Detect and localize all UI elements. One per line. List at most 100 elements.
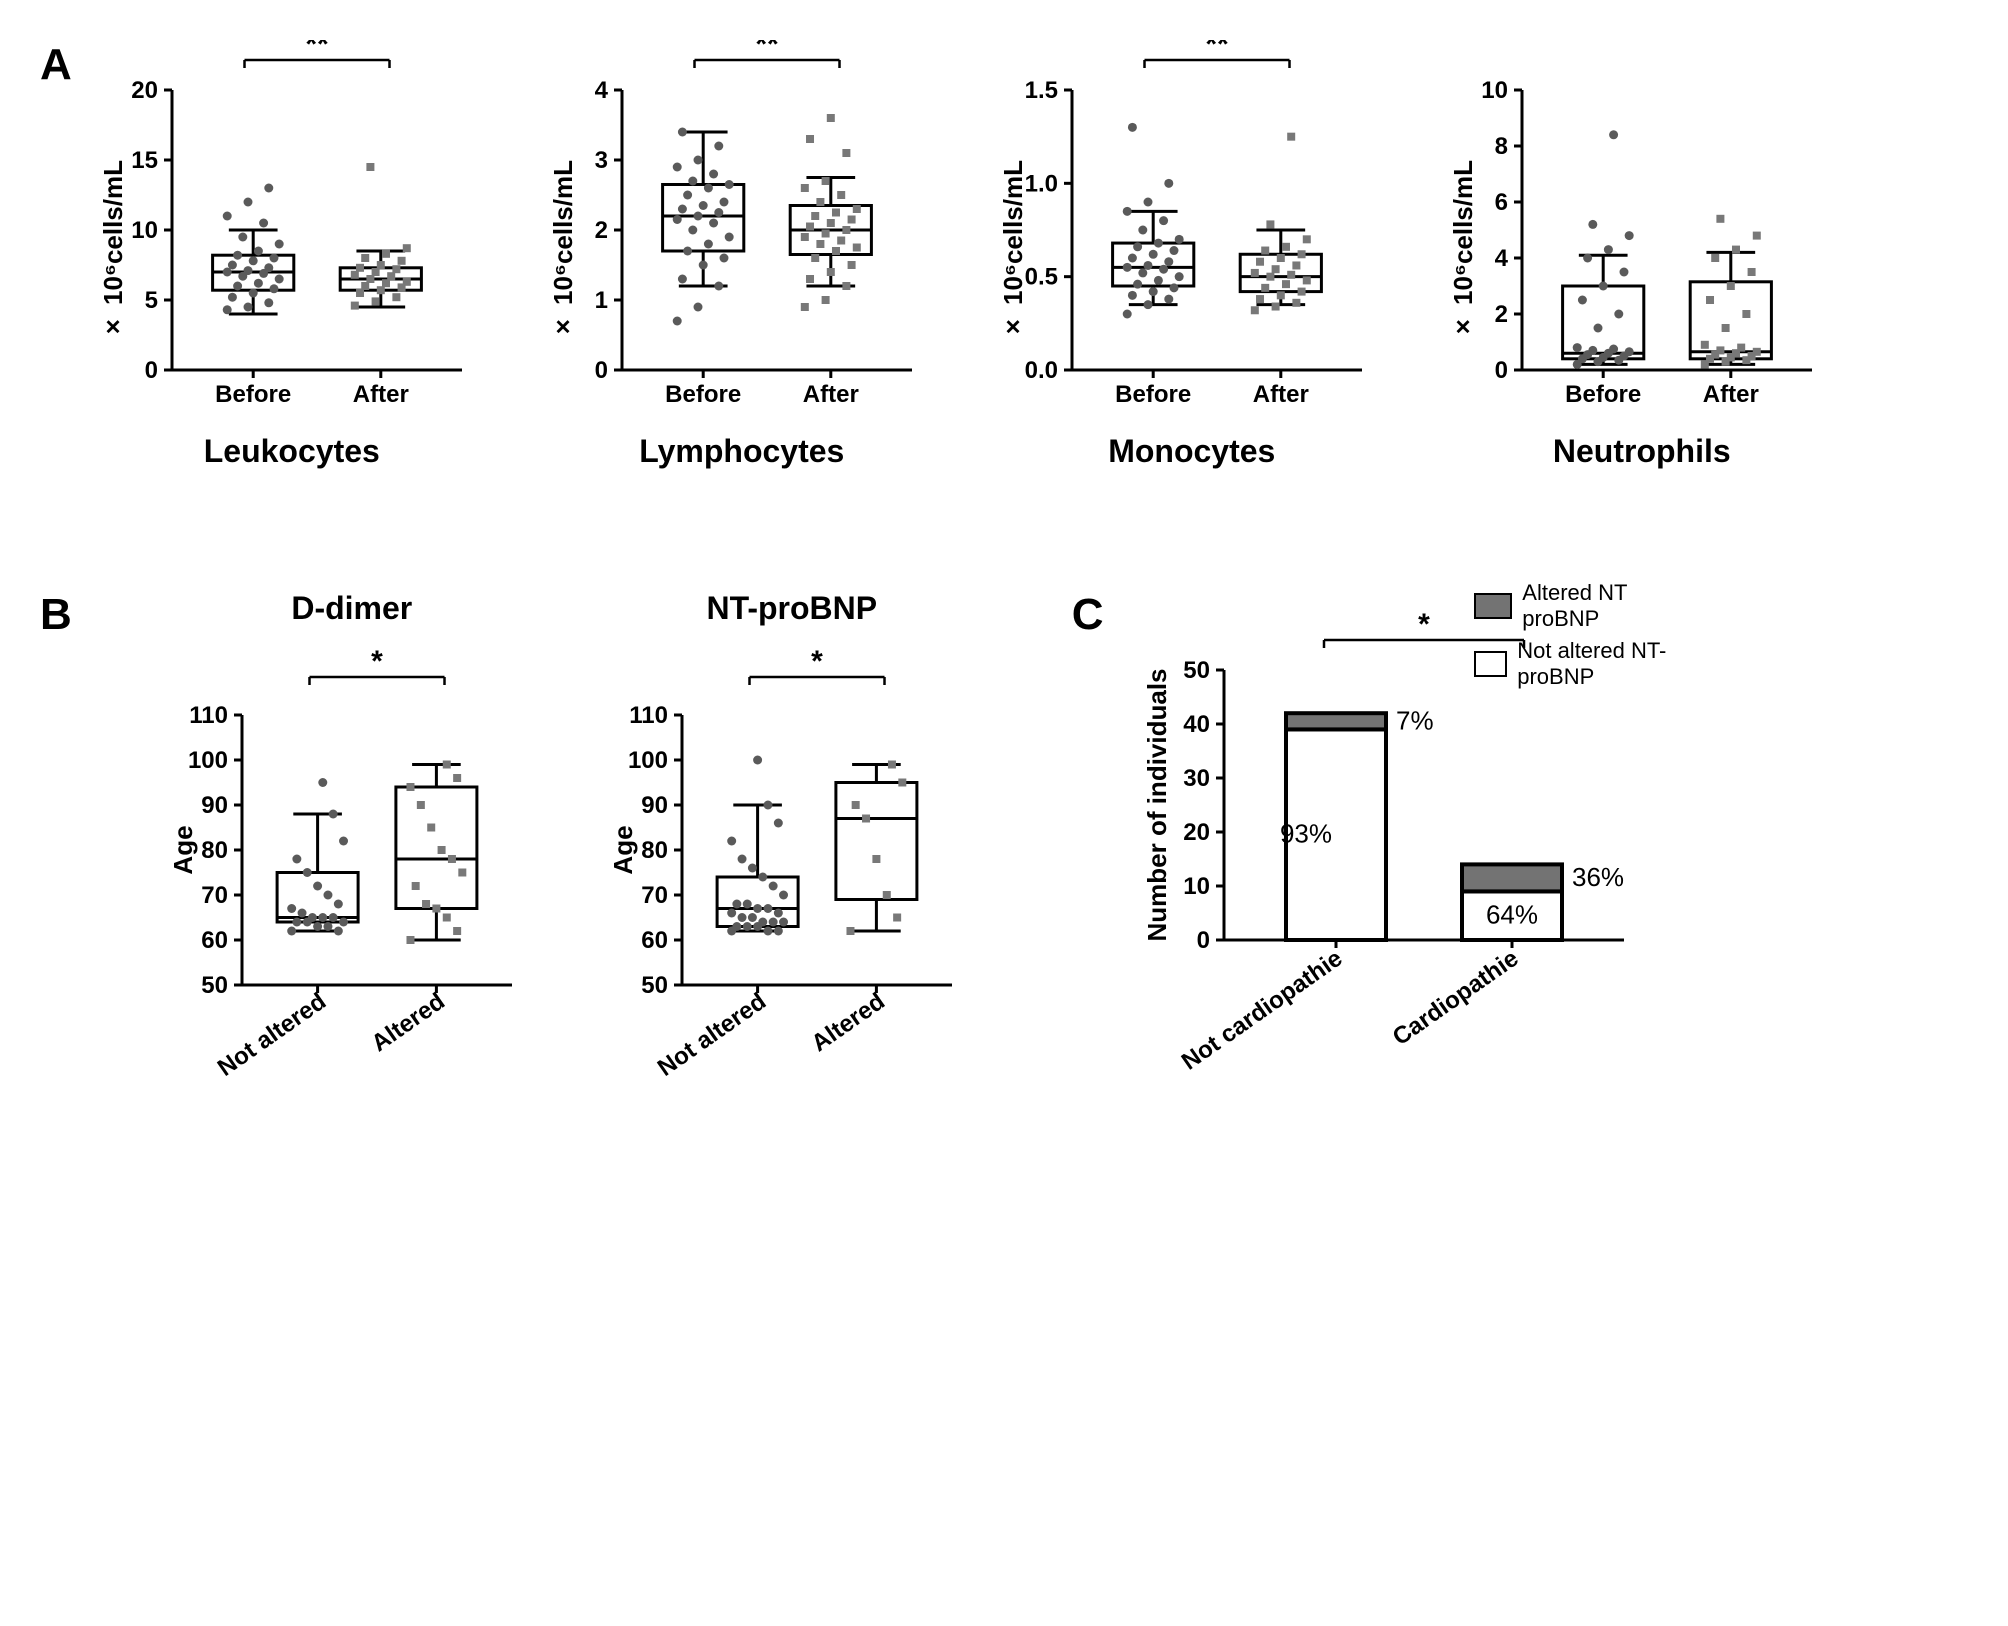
chart-title: Neutrophils xyxy=(1452,433,1832,470)
svg-text:15: 15 xyxy=(131,147,158,174)
boxplot-monocytes: × 10⁶cells/mL**0.00.51.01.5BeforeAfterMo… xyxy=(1002,40,1382,470)
svg-text:110: 110 xyxy=(629,702,668,729)
panel-label-b: B xyxy=(40,590,72,640)
svg-text:Before: Before xyxy=(1115,381,1191,408)
svg-text:36%: 36% xyxy=(1572,862,1624,892)
svg-text:0: 0 xyxy=(1196,927,1209,954)
legend-item-altered: Altered NT proBNP xyxy=(1474,580,1704,632)
svg-text:4: 4 xyxy=(1494,245,1508,272)
svg-text:40: 40 xyxy=(1183,711,1210,738)
svg-text:Before: Before xyxy=(215,381,291,408)
svg-text:Age: Age xyxy=(612,825,638,874)
svg-text:70: 70 xyxy=(641,882,668,909)
panel-c-chart: Altered NT proBNPNot altered NT-proBNP*0… xyxy=(1144,590,1704,1095)
legend: Altered NT proBNP Not altered NT-proBNP xyxy=(1474,580,1704,690)
panel-label-c: C xyxy=(1072,590,1104,640)
svg-text:Cardiopathie: Cardiopathie xyxy=(1387,945,1523,1051)
svg-text:60: 60 xyxy=(641,927,668,954)
svg-text:0.5: 0.5 xyxy=(1024,264,1057,291)
svg-text:*: * xyxy=(1418,608,1430,641)
svg-text:Altered: Altered xyxy=(806,988,889,1058)
stacked-bar-chart: Altered NT proBNPNot altered NT-proBNP*0… xyxy=(1144,590,1704,1095)
ylabel: × 10⁶cells/mL xyxy=(98,160,129,342)
boxplot-lymphocytes: × 10⁶cells/mL**01234BeforeAfterLymphocyt… xyxy=(552,40,932,470)
panel-b-charts: D-dimer * 50 60 70 80 90 100 110 Not altered Alter… xyxy=(172,590,972,1120)
svg-text:10: 10 xyxy=(1183,873,1210,900)
svg-text:5: 5 xyxy=(144,287,157,314)
svg-text:7%: 7% xyxy=(1396,705,1434,735)
boxplot-neutrophils: × 10⁶cells/mL0246810BeforeAfterNeutrophi… xyxy=(1452,40,1832,470)
svg-text:100: 100 xyxy=(188,747,228,774)
svg-text:After: After xyxy=(353,381,409,408)
svg-text:90: 90 xyxy=(641,792,668,819)
svg-text:110: 110 xyxy=(189,702,228,729)
svg-text:Before: Before xyxy=(665,381,741,408)
chart-title: NT-proBNP xyxy=(612,590,972,627)
svg-text:80: 80 xyxy=(641,837,668,864)
svg-text:Not cardiopathie: Not cardiopathie xyxy=(1176,945,1347,1076)
figure-root: A × 10⁶cells/mL**05101520BeforeAfterLeuk… xyxy=(40,40,1968,1120)
svg-text:64%: 64% xyxy=(1486,900,1538,930)
svg-text:After: After xyxy=(1253,381,1309,408)
svg-text:Age: Age xyxy=(172,825,198,874)
svg-text:50: 50 xyxy=(201,972,228,999)
svg-text:2: 2 xyxy=(594,217,607,244)
row-bc: B D-dimer*5060708090100110Not alteredAlt… xyxy=(40,590,1968,1120)
svg-text:6: 6 xyxy=(1494,189,1507,216)
svg-text:**: ** xyxy=(1205,40,1229,61)
legend-swatch-not-altered xyxy=(1474,651,1508,677)
svg-text:90: 90 xyxy=(201,792,228,819)
legend-label: Not altered NT-proBNP xyxy=(1517,638,1703,690)
legend-swatch-altered xyxy=(1474,593,1513,619)
svg-text:50: 50 xyxy=(641,972,668,999)
svg-text:20: 20 xyxy=(131,77,158,104)
row-a: A × 10⁶cells/mL**05101520BeforeAfterLeuk… xyxy=(40,40,1968,470)
svg-text:100: 100 xyxy=(628,747,668,774)
svg-text:After: After xyxy=(1703,381,1759,408)
svg-text:10: 10 xyxy=(1481,77,1508,104)
svg-text:20: 20 xyxy=(1183,819,1210,846)
svg-text:**: ** xyxy=(305,40,329,61)
panel-label-a: A xyxy=(40,40,72,90)
chart-title: D-dimer xyxy=(172,590,532,627)
svg-text:10: 10 xyxy=(131,217,158,244)
svg-text:93%: 93% xyxy=(1280,819,1332,849)
svg-text:1.0: 1.0 xyxy=(1024,170,1057,197)
svg-text:70: 70 xyxy=(201,882,228,909)
svg-text:80: 80 xyxy=(201,837,228,864)
svg-text:Altered: Altered xyxy=(366,988,449,1058)
svg-text:50: 50 xyxy=(1183,657,1210,684)
svg-text:0.0: 0.0 xyxy=(1024,357,1057,384)
svg-text:0: 0 xyxy=(594,357,607,384)
svg-text:Before: Before xyxy=(1565,381,1641,408)
boxplot-nt-probnp: NT-proBNP * 50 60 70 80 90 100 110 Not altered Alt… xyxy=(612,590,972,1120)
ylabel: × 10⁶cells/mL xyxy=(998,160,1029,342)
svg-text:Not altered: Not altered xyxy=(653,988,771,1082)
svg-text:Not altered: Not altered xyxy=(213,988,331,1082)
svg-text:1.5: 1.5 xyxy=(1024,77,1057,104)
boxplot-leukocytes: × 10⁶cells/mL**05101520BeforeAfterLeukoc… xyxy=(102,40,482,470)
svg-text:3: 3 xyxy=(594,147,607,174)
svg-text:8: 8 xyxy=(1494,133,1507,160)
svg-text:**: ** xyxy=(755,40,779,61)
svg-text:*: * xyxy=(371,645,383,678)
boxplot-d-dimer: D-dimer * 50 60 70 80 90 100 110 Not altered Alter… xyxy=(172,590,532,1120)
svg-text:1: 1 xyxy=(594,287,607,314)
chart-title: Lymphocytes xyxy=(552,433,932,470)
svg-text:30: 30 xyxy=(1183,765,1210,792)
svg-text:4: 4 xyxy=(594,77,608,104)
legend-label: Altered NT proBNP xyxy=(1522,580,1703,632)
svg-text:After: After xyxy=(803,381,859,408)
svg-text:*: * xyxy=(811,645,823,678)
legend-item-not-altered: Not altered NT-proBNP xyxy=(1474,638,1704,690)
svg-text:60: 60 xyxy=(201,927,228,954)
svg-text:0: 0 xyxy=(1494,357,1507,384)
svg-text:0: 0 xyxy=(144,357,157,384)
svg-text:Number of individuals: Number of individuals xyxy=(1144,668,1172,941)
chart-title: Leukocytes xyxy=(102,433,482,470)
ylabel: × 10⁶cells/mL xyxy=(548,160,579,342)
ylabel: × 10⁶cells/mL xyxy=(1448,160,1479,342)
chart-title: Monocytes xyxy=(1002,433,1382,470)
svg-text:2: 2 xyxy=(1494,301,1507,328)
panel-a-charts: × 10⁶cells/mL**05101520BeforeAfterLeukoc… xyxy=(102,40,1832,470)
